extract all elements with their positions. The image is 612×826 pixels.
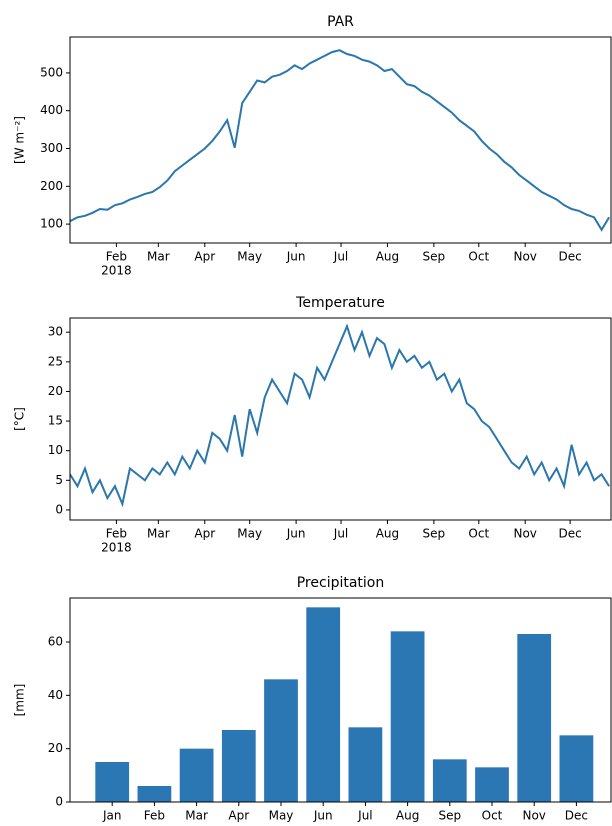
x-tick-label: Apr	[194, 527, 215, 541]
y-tick-label: 20	[48, 384, 63, 398]
bar	[475, 767, 509, 802]
x-tick-label: Oct	[468, 527, 489, 541]
bar	[221, 730, 256, 802]
x-tick-label: Apr	[194, 250, 215, 264]
x-tick-label: May	[269, 809, 294, 823]
x-tick-label: Aug	[376, 250, 399, 264]
x-tick-label: May	[237, 527, 262, 541]
y-tick-label: 100	[40, 217, 63, 231]
x-tick-label: Sep	[423, 250, 446, 264]
y-tick-label: 5	[55, 473, 63, 487]
y-tick-label: 200	[40, 179, 63, 193]
bar	[137, 786, 172, 802]
x-tick-label: Sep	[423, 527, 446, 541]
x-tick-label: Jul	[333, 250, 348, 264]
x-tick-label: Dec	[559, 527, 582, 541]
y-tick-label: 30	[48, 325, 63, 339]
y-axis-label: [°C]	[13, 407, 27, 431]
x-tick-label: Jan	[102, 809, 122, 823]
x-tick-label: Sep	[438, 809, 461, 823]
y-tick-label: 40	[48, 688, 63, 702]
plot-frame	[69, 597, 612, 803]
plot-frame	[69, 36, 612, 244]
y-tick-label: 400	[40, 103, 63, 117]
chart-title: Temperature	[295, 295, 385, 311]
plot-frame	[69, 317, 612, 521]
x-tick-label: May	[237, 250, 262, 264]
bar	[559, 735, 594, 802]
bar	[306, 607, 341, 802]
x-tick-label: Oct	[468, 250, 489, 264]
x-tick-label: Dec	[559, 250, 582, 264]
y-tick-label: 25	[48, 354, 63, 368]
x-tick-label: Dec	[565, 809, 588, 823]
y-tick-label: 500	[40, 65, 63, 79]
x-tick-label: Aug	[376, 527, 399, 541]
year-label: 2018	[101, 264, 132, 278]
x-tick-label: Nov	[522, 809, 545, 823]
bar	[517, 634, 552, 802]
y-tick-label: 0	[55, 795, 63, 809]
x-tick-label: Jul	[357, 809, 372, 823]
line	[69, 49, 610, 232]
x-tick-label: Mar	[147, 527, 170, 541]
year-label: 2018	[101, 541, 132, 555]
x-tick-label: Aug	[396, 809, 419, 823]
x-tick-label: Mar	[147, 250, 170, 264]
y-axis-label: [mm]	[13, 684, 27, 717]
line	[69, 323, 610, 508]
y-tick-label: 20	[48, 741, 63, 755]
x-tick-label: Nov	[513, 250, 536, 264]
y-tick-label: 300	[40, 141, 63, 155]
bar	[264, 679, 298, 802]
chart-title: Precipitation	[297, 575, 385, 591]
x-tick-label: Mar	[185, 809, 208, 823]
bar	[179, 748, 214, 802]
x-tick-label: Jul	[333, 527, 348, 541]
x-tick-label: Jun	[286, 250, 306, 264]
bar	[432, 759, 467, 802]
y-tick-label: 60	[48, 635, 63, 649]
x-tick-label: Feb	[106, 527, 127, 541]
y-tick-label: 10	[48, 443, 63, 457]
x-tick-label: Nov	[513, 527, 536, 541]
bar	[348, 727, 383, 802]
x-tick-label: Feb	[144, 809, 165, 823]
x-tick-label: Apr	[228, 809, 249, 823]
bar	[390, 631, 425, 802]
x-tick-label: Jun	[313, 809, 333, 823]
x-tick-label: Jun	[286, 527, 306, 541]
bar	[95, 762, 130, 802]
y-tick-label: 15	[48, 414, 63, 428]
chart-title: PAR	[327, 14, 354, 30]
y-axis-label: [W m⁻²]	[13, 116, 27, 164]
y-tick-label: 0	[55, 502, 63, 516]
x-tick-label: Feb	[106, 250, 127, 264]
x-tick-label: Oct	[482, 809, 503, 823]
